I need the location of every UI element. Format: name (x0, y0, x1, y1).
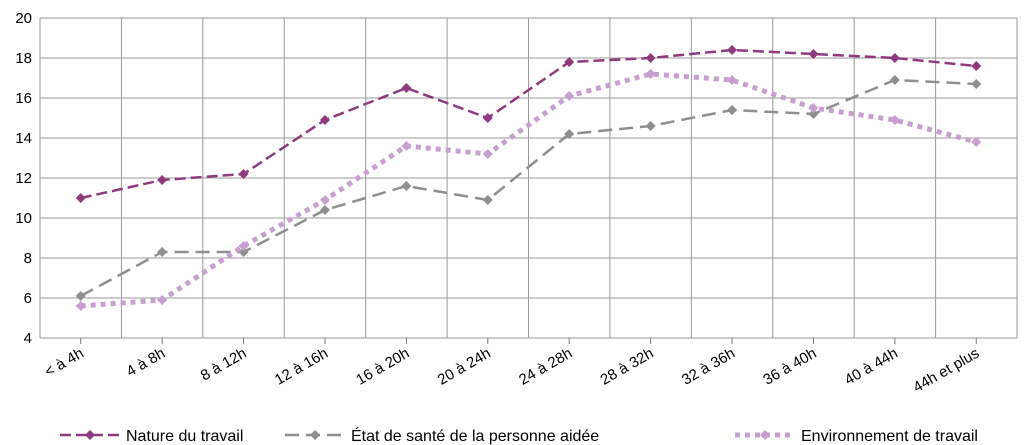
y-tick-label: 18 (15, 50, 32, 67)
x-tick-label: 8 à 12h (198, 345, 250, 385)
y-tick-label: 8 (24, 250, 32, 267)
y-tick-label: 14 (15, 130, 32, 147)
y-tick-label: 6 (24, 290, 32, 307)
x-tick-label: 12 à 16h (272, 345, 331, 389)
x-tick-label: 44h et plus (910, 345, 982, 396)
y-tick-label: 12 (15, 170, 32, 187)
data-point (808, 109, 819, 119)
data-point (319, 205, 330, 215)
data-point (645, 69, 656, 79)
data-point (564, 91, 575, 101)
data-point (645, 121, 656, 131)
data-point (971, 137, 982, 147)
data-point (482, 195, 493, 205)
data-point (157, 295, 168, 305)
data-point (238, 241, 249, 251)
data-point (564, 57, 575, 67)
x-tick-label: 24 à 28h (516, 345, 575, 389)
data-point (401, 181, 412, 191)
x-tick-label: 20 à 24h (435, 345, 494, 389)
legend-label: État de santé de la personne aidée (351, 426, 599, 445)
data-point (482, 113, 493, 123)
x-tick-label: 32 à 36h (679, 345, 738, 389)
data-point (889, 53, 900, 63)
data-point (971, 61, 982, 71)
series-2 (75, 69, 982, 311)
data-point (75, 291, 86, 301)
x-tick-label: 28 à 32h (598, 345, 657, 389)
series-line (80, 48, 977, 200)
data-point (157, 175, 168, 185)
x-tick-label: 40 à 44h (842, 345, 901, 389)
data-point (808, 103, 819, 113)
legend-item: Nature du travail (60, 428, 243, 445)
series-1 (75, 75, 982, 301)
data-point (401, 141, 412, 151)
data-point (75, 301, 86, 311)
data-point (889, 75, 900, 85)
data-point (971, 79, 982, 89)
x-tick-label: 4 à 8h (123, 345, 168, 381)
legend-marker (85, 430, 95, 440)
data-point (808, 49, 819, 59)
y-tick-label: 10 (15, 210, 32, 227)
legend-label: Nature du travail (126, 428, 243, 445)
legend-marker (760, 430, 770, 440)
series-line (80, 71, 977, 309)
y-tick-label: 4 (24, 330, 32, 347)
grid (39, 17, 1018, 339)
data-point (319, 195, 330, 205)
data-point (727, 105, 738, 115)
data-point (889, 115, 900, 125)
series-0 (75, 45, 982, 203)
data-point (645, 53, 656, 63)
y-tick-label: 20 (15, 10, 32, 27)
data-point (564, 129, 575, 139)
legend-marker (310, 430, 320, 440)
data-point (157, 247, 168, 257)
data-point (401, 83, 412, 93)
legend-item: Environnement de travail (735, 428, 978, 445)
legend-label: Environnement de travail (801, 428, 978, 445)
x-tick-label: 16 à 20h (353, 345, 412, 389)
data-point (482, 149, 493, 159)
data-point (238, 169, 249, 179)
data-point (319, 115, 330, 125)
data-point (727, 45, 738, 55)
series-lines (75, 45, 982, 311)
data-point (238, 247, 249, 257)
series-line (80, 78, 977, 298)
data-point (75, 193, 86, 203)
data-point (727, 75, 738, 85)
legend: Nature du travail État de santé de la per… (60, 426, 978, 445)
x-tick-label: < à 4h (42, 345, 87, 381)
x-tick-label: 36 à 40h (760, 345, 819, 389)
legend-item: État de santé de la personne aidée (285, 426, 599, 445)
y-tick-label: 16 (15, 90, 32, 107)
